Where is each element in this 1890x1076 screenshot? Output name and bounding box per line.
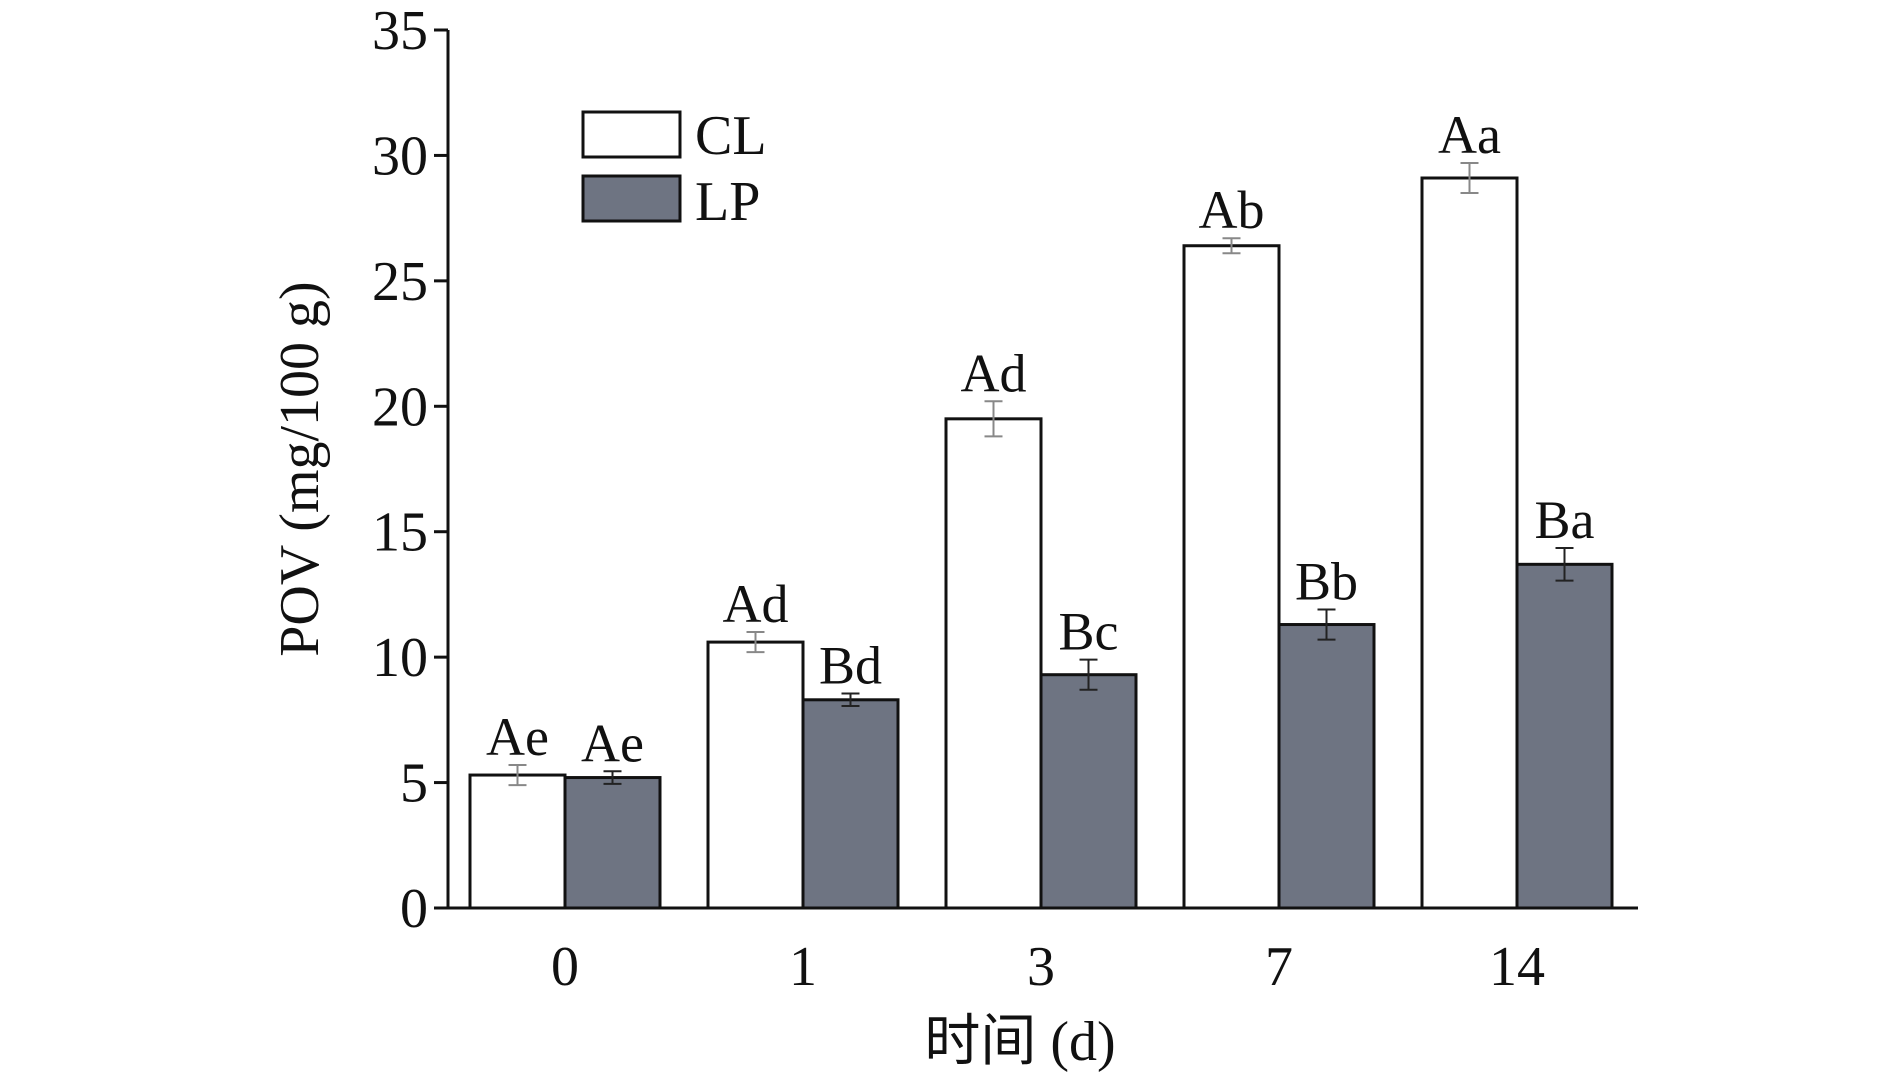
legend: CL LP: [581, 105, 767, 233]
significance-label: Ae: [581, 713, 644, 773]
y-tick-label: 25: [372, 251, 428, 313]
legend-label-cl: CL: [695, 105, 767, 167]
y-tick-label: 0: [400, 878, 428, 940]
significance-label: Bb: [1295, 551, 1358, 611]
bar-cl: [706, 640, 805, 910]
legend-label-lp: LP: [695, 171, 760, 233]
significance-label: Ab: [1199, 180, 1265, 240]
significance-label: Bd: [819, 636, 882, 696]
bar-cl: [1420, 176, 1519, 910]
y-axis-title: POV (mg/100 g): [269, 281, 331, 656]
bar-cl: [944, 417, 1043, 910]
x-ticks-layer: 0 1 3 7 14: [551, 896, 1545, 998]
x-tick-label: 3: [1027, 936, 1055, 998]
y-tick-label: 15: [372, 502, 428, 564]
significance-label: Ae: [486, 707, 549, 767]
significance-label: Ad: [961, 343, 1027, 403]
y-tick-label: 5: [400, 753, 428, 815]
x-tick-label: 7: [1265, 936, 1293, 998]
significance-label: Ba: [1535, 490, 1595, 550]
significance-label: Aa: [1438, 105, 1501, 165]
x-tick-label: 14: [1489, 936, 1545, 998]
x-axis-title: 时间 (d): [924, 1011, 1115, 1073]
bar-lp: [563, 776, 662, 910]
error-bars-layer: [508, 161, 1574, 787]
bar-lp: [1515, 562, 1614, 910]
y-tick-label: 35: [372, 0, 428, 62]
significance-label: Bc: [1059, 602, 1119, 662]
legend-swatch-lp: [581, 174, 682, 223]
bar-lp: [801, 698, 900, 910]
y-tick-label: 30: [372, 125, 428, 187]
bars-layer: [468, 176, 1614, 910]
significance-label: Ad: [723, 574, 789, 634]
bar-cl: [468, 773, 567, 910]
bar-lp: [1039, 673, 1138, 910]
bar-cl: [1182, 244, 1281, 910]
x-tick-label: 0: [551, 936, 579, 998]
significance-labels-layer: Ae Ae Ad Bd Ad Bc Ab Bb Aa Ba: [486, 105, 1595, 773]
y-tick-label: 20: [372, 376, 428, 438]
x-tick-label: 1: [789, 936, 817, 998]
bar-lp: [1277, 623, 1376, 910]
y-ticks-layer: 0 5 10 15 20 25 30 35: [372, 0, 448, 940]
legend-swatch-cl: [581, 110, 682, 159]
y-tick-label: 10: [372, 627, 428, 689]
axes-layer: [446, 30, 1638, 910]
